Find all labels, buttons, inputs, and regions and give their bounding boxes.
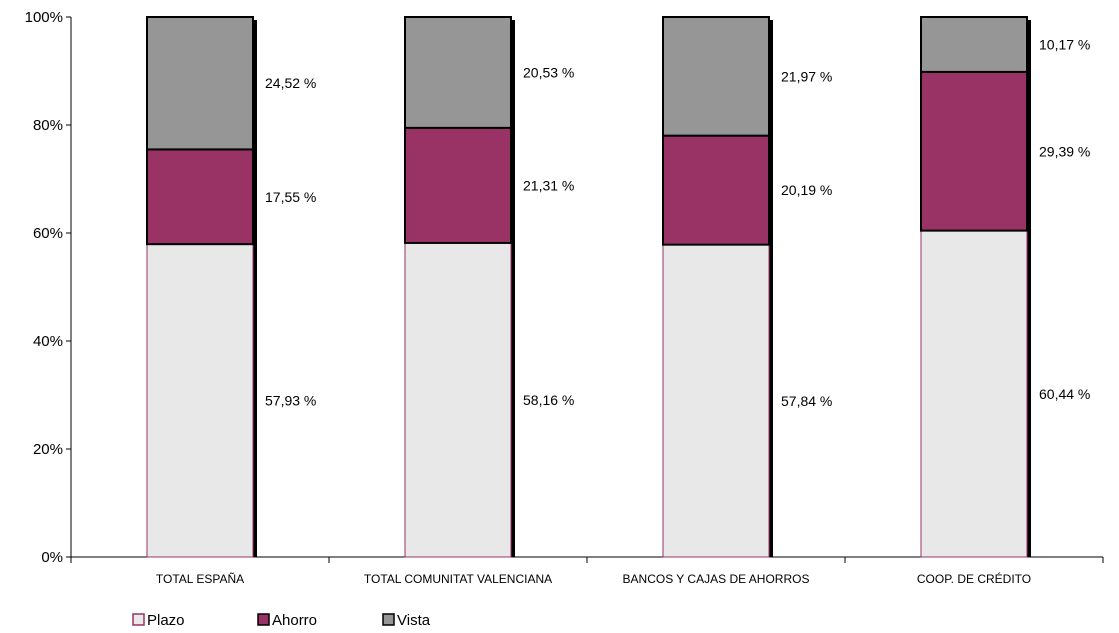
data-label-plazo: 58,16 %	[523, 392, 574, 408]
y-tick-label: 20%	[33, 441, 63, 458]
legend-swatch-vista	[382, 613, 395, 626]
bar-segment-plazo	[404, 242, 512, 558]
bar-shadow	[769, 20, 773, 557]
data-label-ahorro: 17,55 %	[265, 189, 316, 205]
data-label-vista: 20,53 %	[523, 64, 574, 80]
data-label-plazo: 60,44 %	[1039, 386, 1090, 402]
bar-segment-ahorro	[920, 70, 1028, 232]
bar-segment-vista	[404, 16, 512, 129]
legend: Plazo Ahorro Vista	[132, 612, 431, 629]
bar-segment-vista	[662, 16, 770, 137]
bar-shadow	[253, 20, 257, 557]
bar-segment-ahorro	[404, 126, 512, 244]
legend-label-vista: Vista	[397, 612, 431, 629]
x-axis: TOTAL ESPAÑA TOTAL COMUNITAT VALENCIANA BA…	[70, 556, 1104, 586]
bar-segment-plazo	[662, 244, 770, 558]
legend-swatch-ahorro	[257, 613, 270, 626]
y-tick-label: 40%	[33, 333, 63, 350]
y-tick-label: 60%	[33, 225, 63, 242]
bar-segment-plazo	[920, 230, 1028, 558]
legend-swatch-plazo	[132, 613, 145, 626]
x-category-label: TOTAL ESPAÑA	[156, 572, 244, 586]
data-label-plazo: 57,84 %	[781, 393, 832, 409]
data-labels: 57,93 % 17,55 % 24,52 % 58,16 % 21,31 % 20,53…	[265, 36, 1090, 408]
data-label-ahorro: 20,19 %	[781, 182, 832, 198]
data-label-ahorro: 21,31 %	[523, 177, 574, 193]
bars	[146, 16, 1031, 558]
bar-shadow	[1027, 20, 1031, 557]
x-category-label: COOP. DE CRÉDITO	[917, 571, 1031, 586]
data-label-plazo: 57,93 %	[265, 393, 316, 409]
x-category-label: TOTAL COMUNITAT VALENCIANA	[364, 572, 552, 586]
data-label-vista: 24,52 %	[265, 75, 316, 91]
data-label-vista: 21,97 %	[781, 68, 832, 84]
bar-segment-ahorro	[662, 134, 770, 246]
y-tick-label: 0%	[41, 549, 63, 566]
legend-label-plazo: Plazo	[147, 612, 185, 629]
y-tick-label: 100%	[25, 9, 63, 26]
x-category-label: BANCOS Y CAJAS DE AHORROS	[623, 572, 810, 586]
bar-segment-plazo	[146, 243, 254, 558]
y-tick-label: 80%	[33, 117, 63, 134]
legend-label-ahorro: Ahorro	[272, 612, 317, 629]
bar-segment-vista	[920, 16, 1028, 73]
data-label-vista: 10,17 %	[1039, 36, 1090, 52]
bar-shadow	[511, 20, 515, 557]
bar-segment-ahorro	[146, 148, 254, 246]
bar-segment-vista	[146, 16, 254, 151]
data-label-ahorro: 29,39 %	[1039, 143, 1090, 159]
y-axis: 0% 20% 40% 60% 80% 100%	[25, 9, 72, 566]
